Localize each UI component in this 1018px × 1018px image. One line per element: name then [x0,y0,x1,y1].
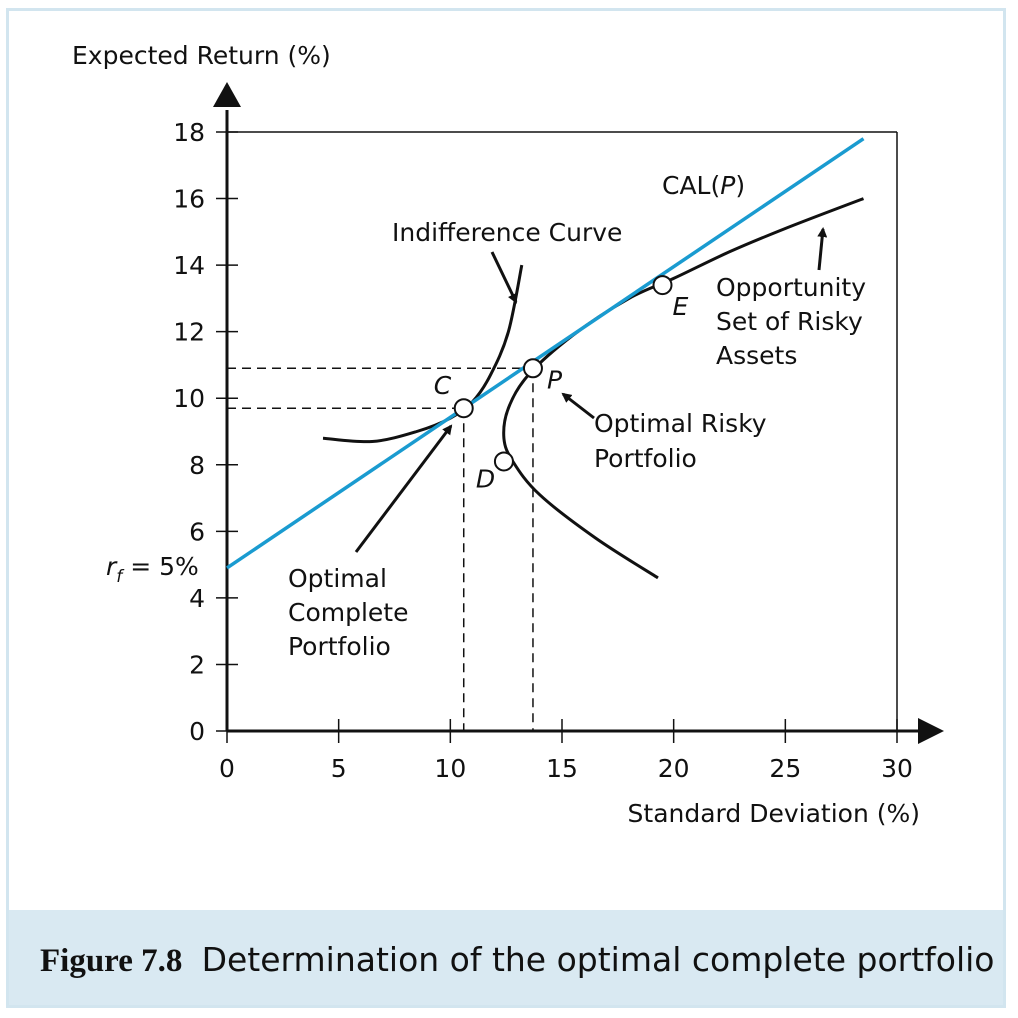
cal-label-p: P [720,171,736,200]
optimal-complete-label-2: Complete [288,598,408,627]
x-axis-arrowhead [918,718,944,744]
optimal-risky-label-1: Optimal Risky [594,409,767,438]
opportunity-set-label-2: Set of Risky [716,307,863,336]
point-label-c: C [434,371,452,400]
figure-frame [6,8,1006,1008]
opportunity-set-label-1: Opportunity [716,273,866,302]
indifference-curve-curve [322,264,524,444]
y-tick-label-8: 8 [189,451,205,480]
point-label-d: D [476,464,495,493]
y-tick-label-18: 18 [173,118,205,147]
y-tick-label-16: 16 [173,185,205,214]
opportunity-set-label-3: Assets [716,341,797,370]
opportunity-set-arrow [817,227,828,271]
point-label-p: P [547,365,563,394]
cal-label: CAL(P) [662,171,745,200]
point-c [453,398,474,419]
cal-label-prefix: CAL( [662,171,720,200]
y-tick-label-2: 2 [189,650,205,679]
dashed-guides [227,367,534,731]
indifference-curve-arrow [490,251,518,304]
cal-label-suffix: ) [735,171,745,200]
figure-number: Figure 7.8 [40,943,183,979]
y-tick-label-4: 4 [189,584,205,613]
point-d [493,451,514,472]
point-p [522,358,543,379]
y-axis-label: Expected Return (%) [72,41,331,70]
y-tick-label-0: 0 [189,717,205,746]
figure-caption: Figure 7.8 Determination of the optimal … [40,940,994,980]
optimal-complete-label-3: Portfolio [288,632,391,661]
indifference-curve-label: Indifference Curve [392,218,622,247]
x-tick-label-20: 20 [658,754,690,783]
x-tick-label-0: 0 [219,754,235,783]
y-tick-label-10: 10 [173,384,205,413]
optimal-risky-label-2: Portfolio [594,444,697,473]
x-tick-label-25: 25 [769,754,801,783]
point-label-e: E [673,292,689,321]
rf-label: rf = 5% [106,552,199,587]
y-axis-arrowhead [213,82,241,107]
y-tick-label-12: 12 [173,318,205,347]
optimal-complete-label-1: Optimal [288,564,387,593]
x-tick-label-10: 10 [434,754,466,783]
chart-points: C P D E [434,275,689,493]
y-tick-label-14: 14 [173,251,205,280]
caption-bar [9,910,1003,1005]
rf-symbol: r [106,552,118,581]
x-tick-label-15: 15 [546,754,578,783]
cal-line [226,137,865,570]
x-axis-label: Standard Deviation (%) [628,799,920,828]
optimal-risky-arrow [561,392,595,420]
optimal-complete-arrow [354,424,453,553]
rf-value: = 5% [122,552,199,581]
x-tick-label-30: 30 [881,754,913,783]
rf-subscript: f [116,567,125,587]
point-e [652,275,673,296]
axis-ticks: 0 5 10 15 20 25 30 0 2 4 6 8 10 12 14 16 18 [173,118,913,783]
caption-text: Determination of the optimal complete po… [201,940,995,979]
x-tick-label-5: 5 [331,754,347,783]
y-tick-label-6: 6 [189,517,205,546]
